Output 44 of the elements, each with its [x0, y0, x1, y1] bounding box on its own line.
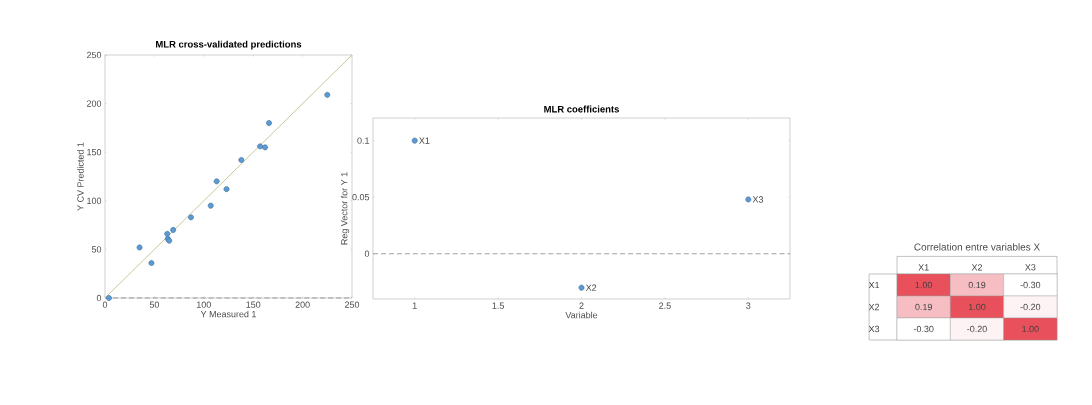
- x-tick-label: 0: [102, 301, 108, 308]
- data-label: 1.00: [1022, 325, 1039, 333]
- y-tick-label: 200: [86, 100, 102, 107]
- x-tick-label: X3: [1025, 264, 1036, 271]
- chart-title: MLR cross-validated predictions: [156, 40, 302, 50]
- x-tick-label: 150: [246, 301, 261, 308]
- annotation: X3: [752, 196, 764, 203]
- y-tick-label: X1: [868, 281, 880, 289]
- y-tick-label: 100: [87, 197, 102, 204]
- y-tick-label: 0.1: [357, 137, 370, 144]
- x-tick-label: 1: [412, 302, 417, 309]
- data-label: 0.19: [968, 281, 986, 289]
- y-tick-label: 250: [86, 51, 102, 59]
- x-tick-label: 200: [295, 301, 310, 308]
- y-tick-label: 0: [96, 294, 102, 302]
- data-label: -0.30: [1020, 281, 1041, 289]
- x-tick-label: 100: [197, 301, 211, 308]
- annotation: X2: [585, 284, 597, 291]
- y-tick-label: 0.05: [352, 194, 370, 201]
- x-tick-label: X2: [971, 264, 983, 271]
- y-tick-label: 150: [87, 149, 102, 156]
- data-label: 1.00: [915, 281, 933, 289]
- data-label: -0.20: [1020, 303, 1041, 311]
- x-tick-label: 2.5: [659, 302, 671, 309]
- y-axis-title: Reg Vector for Y 1: [340, 172, 350, 245]
- data-label: 1.00: [968, 303, 986, 311]
- y-tick-label: 50: [91, 246, 102, 253]
- x-tick-label: 250: [344, 301, 360, 308]
- x-tick-label: 3: [746, 302, 751, 309]
- y-tick-label: X3: [868, 325, 880, 333]
- chart-title: MLR coefficients: [544, 105, 619, 113]
- x-tick-label: 50: [149, 301, 160, 308]
- x-tick-label: 2: [579, 302, 584, 309]
- x-tick-label: 1.5: [492, 302, 504, 309]
- data-label: -0.20: [967, 325, 987, 333]
- data-label: -0.30: [913, 325, 934, 333]
- annotation: X1: [419, 137, 430, 144]
- chart-title: Correlation entre variables X: [914, 243, 1040, 251]
- x-axis-title: Variable: [565, 311, 598, 319]
- x-axis-title: Y Measured 1: [200, 310, 256, 318]
- y-axis-title: Y CV Predicted 1: [77, 142, 84, 211]
- x-tick-label: X1: [918, 264, 929, 271]
- y-tick-label: 0: [364, 250, 370, 257]
- data-label: 0.19: [915, 303, 932, 311]
